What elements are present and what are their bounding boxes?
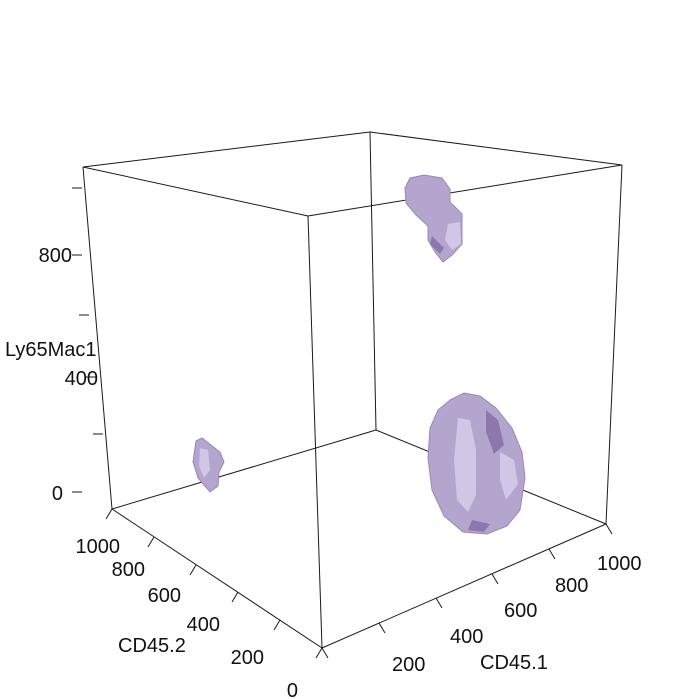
cluster-upper-right — [404, 174, 463, 263]
x-tick — [491, 573, 499, 585]
y-tick — [147, 536, 155, 548]
z-axis-label: Ly65Mac1 — [5, 339, 97, 361]
y-tick — [231, 591, 239, 603]
y-tick-label: 800 — [112, 559, 145, 581]
x-tick-label: 600 — [504, 600, 537, 622]
x-tick-label: 400 — [450, 626, 483, 648]
bounding-box — [82, 131, 623, 649]
y-tick-label: 0 — [287, 680, 298, 700]
x-tick — [321, 647, 329, 659]
cluster-large-lower — [427, 392, 526, 535]
x-tick-label: 200 — [392, 654, 425, 676]
x-tick-label: 800 — [555, 575, 588, 597]
y-axis: 1000 800 600 400 200 0 CD45.2 — [76, 508, 323, 700]
x-tick-label: 1000 — [597, 553, 642, 575]
x-axis-label: CD45.1 — [480, 652, 548, 674]
y-tick-label: 1000 — [76, 536, 121, 558]
y-tick-label: 200 — [231, 647, 264, 669]
x-tick — [378, 622, 386, 634]
z-tick-label: 800 — [39, 245, 72, 267]
y-tick-label: 600 — [148, 585, 181, 607]
x-tick — [605, 523, 613, 535]
y-tick — [273, 619, 281, 631]
y-tick-label: 400 — [187, 614, 220, 636]
y-tick — [315, 647, 323, 659]
cluster-small-left — [192, 437, 225, 493]
x-tick — [548, 548, 556, 560]
z-axis: 0 400 800 Ly65Mac1 — [5, 187, 103, 505]
z-tick-label: 400 — [65, 368, 98, 390]
z-tick-label: 0 — [52, 483, 63, 505]
y-tick — [105, 508, 113, 520]
y-tick — [189, 564, 197, 576]
x-axis: 200 400 600 800 1000 CD45.1 — [321, 523, 642, 676]
y-axis-label: CD45.2 — [118, 635, 186, 657]
x-tick — [435, 597, 443, 609]
